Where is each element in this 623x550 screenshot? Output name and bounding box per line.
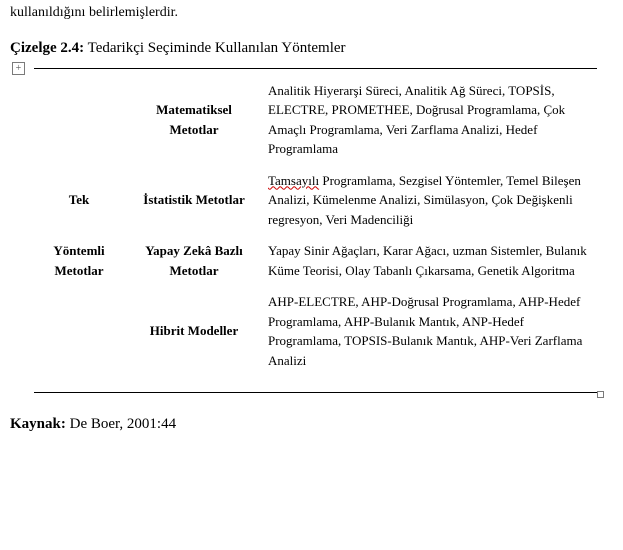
- desc-cell: Tamsayılı Programlama, Sezgisel Yöntemle…: [264, 165, 597, 236]
- method-label: Matematiksel: [128, 100, 260, 120]
- method-label: Metotlar: [128, 261, 260, 281]
- group-cell: [34, 75, 124, 165]
- group-cell: Yöntemli Metotlar: [34, 235, 124, 286]
- method-cell: Yapay Zekâ Bazlı Metotlar: [124, 235, 264, 286]
- group-label: Metotlar: [54, 263, 103, 278]
- table-caption: Çizelge 2.4: Tedarikçi Seçiminde Kullanı…: [10, 37, 605, 60]
- table-source: Kaynak: De Boer, 2001:44: [10, 413, 605, 436]
- desc-cell: AHP-ELECTRE, AHP-Doğrusal Programlama, A…: [264, 286, 597, 376]
- group-cell: Tek: [34, 165, 124, 236]
- table-row: Tek İstatistik Metotlar Tamsayılı Progra…: [34, 165, 597, 236]
- table-frame: + Matematiksel Metotlar Analitik Hiyerar…: [34, 68, 597, 394]
- method-label: Hibrit Modeller: [128, 321, 260, 341]
- desc-cell: Yapay Sinir Ağaçları, Karar Ağacı, uzman…: [264, 235, 597, 286]
- method-cell: Matematiksel Metotlar: [124, 75, 264, 165]
- table-row: Yöntemli Metotlar Yapay Zekâ Bazlı Metot…: [34, 235, 597, 286]
- method-cell: Hibrit Modeller: [124, 286, 264, 376]
- table-move-handle-icon[interactable]: +: [12, 62, 25, 75]
- method-cell: İstatistik Metotlar: [124, 165, 264, 236]
- caption-label: Çizelge 2.4:: [10, 40, 84, 56]
- spellcheck-underline: Tamsayılı: [268, 173, 319, 188]
- method-label: Yapay Zekâ Bazlı: [128, 241, 260, 261]
- method-label: Metotlar: [128, 120, 260, 140]
- caption-text: Tedarikçi Seçiminde Kullanılan Yöntemler: [84, 40, 345, 56]
- method-label: İstatistik Metotlar: [128, 190, 260, 210]
- desc-cell: Analitik Hiyerarşi Süreci, Analitik Ağ S…: [264, 75, 597, 165]
- group-label: Tek: [69, 192, 89, 207]
- methods-table: Matematiksel Metotlar Analitik Hiyerarşi…: [34, 75, 597, 377]
- table-resize-handle-icon[interactable]: [597, 391, 604, 398]
- table-row: Matematiksel Metotlar Analitik Hiyerarşi…: [34, 75, 597, 165]
- source-label: Kaynak:: [10, 416, 66, 432]
- group-label: Yöntemli: [53, 243, 104, 258]
- page: kullanıldığını belirlemişlerdir. Çizelge…: [0, 0, 623, 442]
- source-text: De Boer, 2001:44: [66, 416, 176, 432]
- top-fragment-text: kullanıldığını belirlemişlerdir.: [10, 2, 605, 23]
- group-cell: [34, 286, 124, 376]
- table-row: Hibrit Modeller AHP-ELECTRE, AHP-Doğrusa…: [34, 286, 597, 376]
